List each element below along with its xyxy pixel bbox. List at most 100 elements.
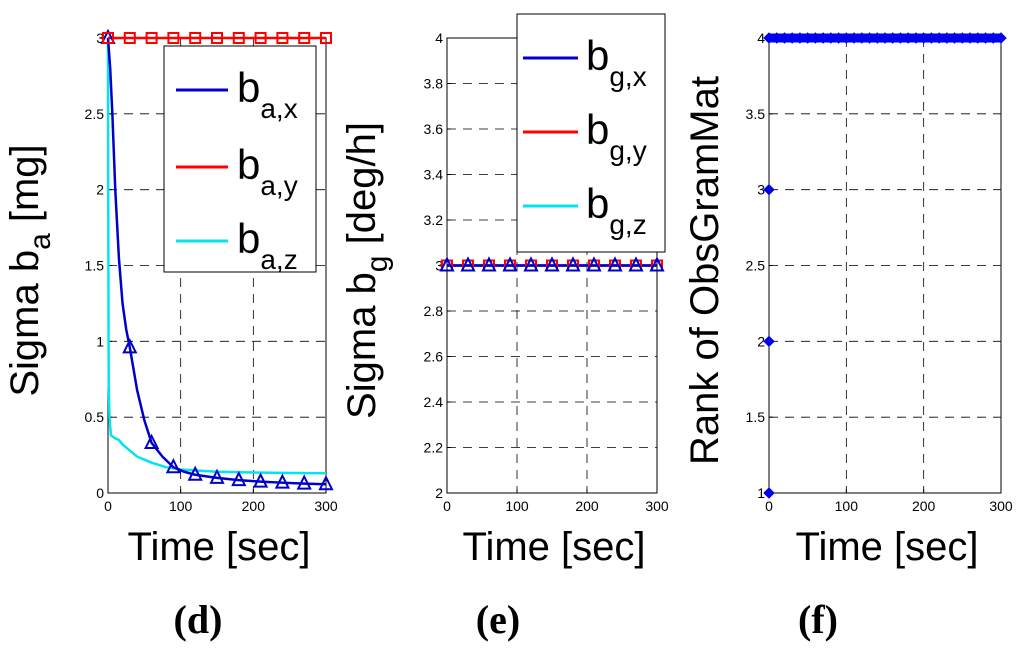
y-axis-label-sub: a xyxy=(24,233,57,250)
y-tick-label: 3.2 xyxy=(424,212,444,228)
data-point-rank xyxy=(763,335,775,348)
data-point-b-g-x xyxy=(607,256,623,272)
legend-entry: bg,y xyxy=(586,106,647,166)
y-axis-label-unit: [deg/h] xyxy=(340,122,384,255)
y-tick-label: 1.5 xyxy=(746,409,766,425)
data-point-b-a-x xyxy=(122,338,138,354)
legend-entry-sub: g,z xyxy=(609,209,646,240)
legend-entry-main: b xyxy=(586,106,609,153)
y-tick-label: 1 xyxy=(96,333,104,349)
data-point-b-a-x xyxy=(274,473,291,489)
data-point-rank xyxy=(763,183,775,196)
data-point-b-a-x xyxy=(318,474,334,491)
y-tick-label: 0.5 xyxy=(85,409,105,425)
y-tick-label: 0 xyxy=(96,485,104,501)
y-tick-label: 3 xyxy=(96,30,104,46)
y-tick-label: 3.4 xyxy=(424,167,444,183)
x-tick-label: 0 xyxy=(765,498,773,514)
data-point-b-g-x xyxy=(523,256,539,272)
x-tick-label: 0 xyxy=(443,498,451,514)
y-tick-label: 3 xyxy=(435,258,443,274)
y-tick-label: 3.8 xyxy=(424,76,444,92)
data-point-b-g-x xyxy=(544,256,560,272)
data-point-b-a-y xyxy=(232,32,245,44)
data-point-b-g-x xyxy=(628,256,644,272)
data-point-b-a-y xyxy=(167,32,180,44)
y-axis-label: Sigma ba [mg] xyxy=(3,144,57,396)
data-point-b-a-y xyxy=(102,32,114,44)
x-tick-label: 300 xyxy=(989,498,1013,514)
x-tick-label: 300 xyxy=(645,498,669,514)
x-tick-label: 100 xyxy=(835,498,859,514)
legend-entry-sub: a,y xyxy=(260,170,297,201)
legend-entry-sub: a,x xyxy=(260,93,297,124)
y-axis-label: Rank of ObsGramMat xyxy=(683,76,727,465)
y-tick-label: 2 xyxy=(435,485,443,501)
x-axis-label: Time [sec] xyxy=(463,525,646,569)
legend-entry-main: b xyxy=(586,180,609,227)
x-axis-label: Time [sec] xyxy=(796,525,979,569)
legend: bg,xbg,ybg,z xyxy=(516,13,666,253)
data-point-b-a-y xyxy=(254,32,267,44)
panel-caption: (f) xyxy=(798,597,838,642)
x-tick-label: 200 xyxy=(575,498,599,514)
y-tick-label: 4 xyxy=(757,30,765,46)
panel-d: (d) 0 100 200 300 0 0.5 1 1.5 2 2.5 3 Time [sec] Sig… xyxy=(3,28,338,642)
y-axis-label-main: Sigma b xyxy=(340,272,384,419)
y-tick-label: 2.6 xyxy=(424,349,444,365)
y-tick-label: 2.5 xyxy=(746,258,766,274)
panel-f: (f) 0 100 200 300 1 1.5 2 2.5 3 3.5 4 Time [sec] Ran… xyxy=(683,30,1013,642)
y-axis-label: Sigma bg [deg/h] xyxy=(340,122,394,419)
data-point-b-g-x xyxy=(586,256,602,272)
x-axis-label: Time [sec] xyxy=(128,525,311,569)
panel-caption: (e) xyxy=(476,597,520,642)
y-tick-label: 2.4 xyxy=(424,394,444,410)
x-tick-label: 100 xyxy=(505,498,529,514)
x-tick-label: 300 xyxy=(314,498,338,514)
data-point-b-g-x xyxy=(481,256,497,272)
legend-entry: ba,z xyxy=(237,215,298,275)
x-tick-label: 200 xyxy=(242,498,266,514)
data-point-b-g-x xyxy=(502,256,518,272)
y-tick-label: 4 xyxy=(435,30,443,46)
x-tick-label: 100 xyxy=(169,498,193,514)
y-tick-label: 3 xyxy=(757,182,765,198)
y-tick-label: 2.2 xyxy=(424,440,444,456)
legend-entry-sub: a,z xyxy=(260,244,297,275)
legend-entry-main: b xyxy=(237,215,260,262)
y-tick-label: 1 xyxy=(757,485,765,501)
data-point-b-a-y xyxy=(123,32,136,44)
panel-e: (e) 0 100 200 300 2 2.2 2.4 2.6 2.8 3 3.2 3.4 3.6 3.8… xyxy=(340,13,669,642)
y-tick-label: 1.5 xyxy=(85,258,105,274)
data-point-b-g-x xyxy=(460,256,476,272)
y-tick-label: 2 xyxy=(96,182,104,198)
panel-caption: (d) xyxy=(174,597,223,642)
series-line-b-a-z xyxy=(106,37,327,475)
legend-entry-main: b xyxy=(237,64,260,111)
data-point-b-a-x xyxy=(252,472,269,488)
data-point-b-a-x xyxy=(165,457,182,474)
data-point-b-a-x xyxy=(209,468,225,484)
data-point-b-a-y xyxy=(189,32,202,44)
legend-entry-main: b xyxy=(586,32,609,79)
data-point-b-g-x xyxy=(649,256,665,272)
rank-4-marker-band xyxy=(769,33,1001,43)
legend-entry-sub: g,x xyxy=(609,61,646,92)
data-point-b-a-y xyxy=(320,32,332,44)
data-point-b-a-y xyxy=(298,32,311,44)
legend-entry: ba,y xyxy=(237,141,298,201)
y-tick-label: 3.5 xyxy=(746,106,766,122)
y-tick-label: 3.6 xyxy=(424,121,444,137)
data-point-b-a-x xyxy=(143,433,160,449)
y-axis-label-main: Sigma b xyxy=(3,250,47,397)
legend-box xyxy=(163,45,317,273)
data-point-b-a-x xyxy=(231,470,247,487)
data-point-b-g-x xyxy=(565,256,581,272)
series-line-b-a-x xyxy=(106,37,327,486)
x-tick-label: 0 xyxy=(104,498,112,514)
data-point-b-a-y xyxy=(145,32,158,44)
legend-entry-main: b xyxy=(237,141,260,188)
legend: ba,xba,yba,z xyxy=(163,45,317,275)
legend-entry-sub: g,y xyxy=(609,135,646,166)
